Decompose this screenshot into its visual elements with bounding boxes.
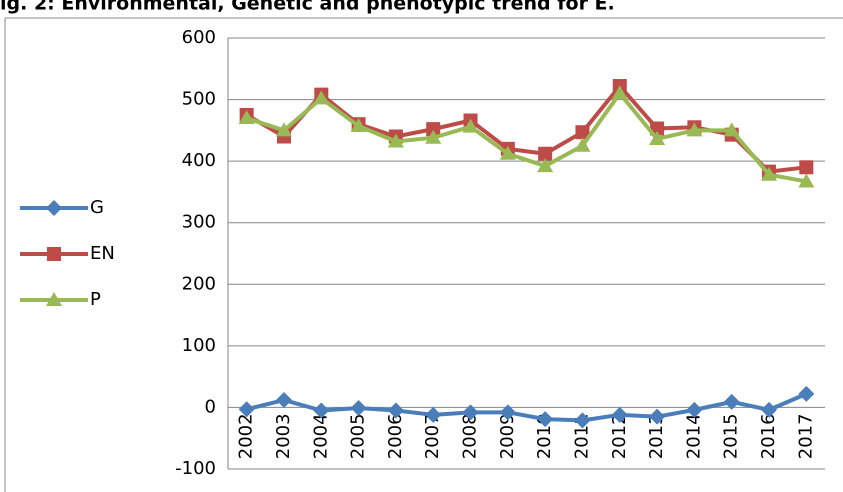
marker	[350, 118, 367, 133]
legend-marker	[46, 292, 62, 306]
x-tick-label: 2017	[795, 413, 816, 459]
x-tick-label: 2009	[497, 413, 518, 459]
marker	[238, 401, 255, 418]
marker	[761, 166, 778, 181]
marker	[799, 160, 814, 175]
marker	[537, 411, 554, 428]
series-line	[246, 91, 807, 184]
y-tick-label: 400	[182, 150, 216, 171]
y-tick-label: 100	[182, 335, 216, 356]
series-line	[246, 392, 808, 423]
marker	[499, 145, 516, 160]
marker	[275, 122, 292, 137]
marker	[350, 400, 367, 417]
marker	[537, 158, 554, 173]
marker	[499, 404, 516, 421]
marker	[611, 406, 628, 423]
x-tick-label: 2013	[646, 413, 667, 459]
marker	[462, 404, 479, 421]
x-tick-label: 2010	[534, 413, 555, 459]
marker	[275, 392, 292, 409]
marker	[387, 402, 404, 419]
x-tick-label: 2014	[683, 413, 704, 459]
y-tick-label: -100	[175, 458, 216, 479]
x-tick-label: 2002	[236, 413, 257, 459]
x-tick-label: 2004	[310, 413, 331, 459]
marker	[723, 393, 740, 410]
marker	[611, 85, 628, 100]
marker	[313, 90, 330, 105]
marker	[798, 173, 815, 188]
x-tick-label: 2012	[609, 413, 630, 459]
chart-title: ig. 2: Environmental, Genetic and phenot…	[0, 0, 615, 15]
legend-label: G	[90, 197, 104, 218]
marker	[649, 408, 666, 425]
marker	[686, 122, 703, 137]
legend-marker	[46, 200, 62, 216]
x-tick-label: 2005	[348, 413, 369, 459]
y-tick-label: 0	[205, 396, 216, 417]
marker	[574, 137, 591, 152]
marker	[574, 412, 591, 429]
legend-label: P	[90, 289, 101, 310]
x-tick-label: 2008	[460, 413, 481, 459]
x-tick-label: 2016	[758, 413, 779, 459]
marker	[649, 130, 666, 145]
y-tick-label: 500	[182, 89, 216, 110]
x-tick-label: 2006	[385, 413, 406, 459]
marker	[387, 133, 404, 148]
y-tick-label: 600	[182, 27, 216, 48]
marker	[462, 118, 479, 133]
x-tick-label: 2007	[422, 413, 443, 459]
legend-marker	[47, 247, 61, 261]
marker	[238, 110, 255, 125]
marker	[426, 122, 441, 137]
marker	[761, 401, 778, 418]
marker	[686, 401, 703, 418]
legend-label: EN	[90, 243, 115, 264]
marker	[425, 129, 442, 144]
marker	[313, 402, 330, 419]
marker	[425, 406, 442, 423]
marker	[575, 125, 590, 140]
y-tick-label: 300	[182, 212, 216, 233]
marker	[538, 146, 553, 161]
x-tick-label: 2003	[273, 413, 294, 459]
x-tick-label: 2011	[571, 413, 592, 459]
marker	[723, 122, 740, 137]
x-tick-label: 2015	[721, 413, 742, 459]
y-tick-label: 200	[182, 273, 216, 294]
marker	[798, 385, 815, 402]
